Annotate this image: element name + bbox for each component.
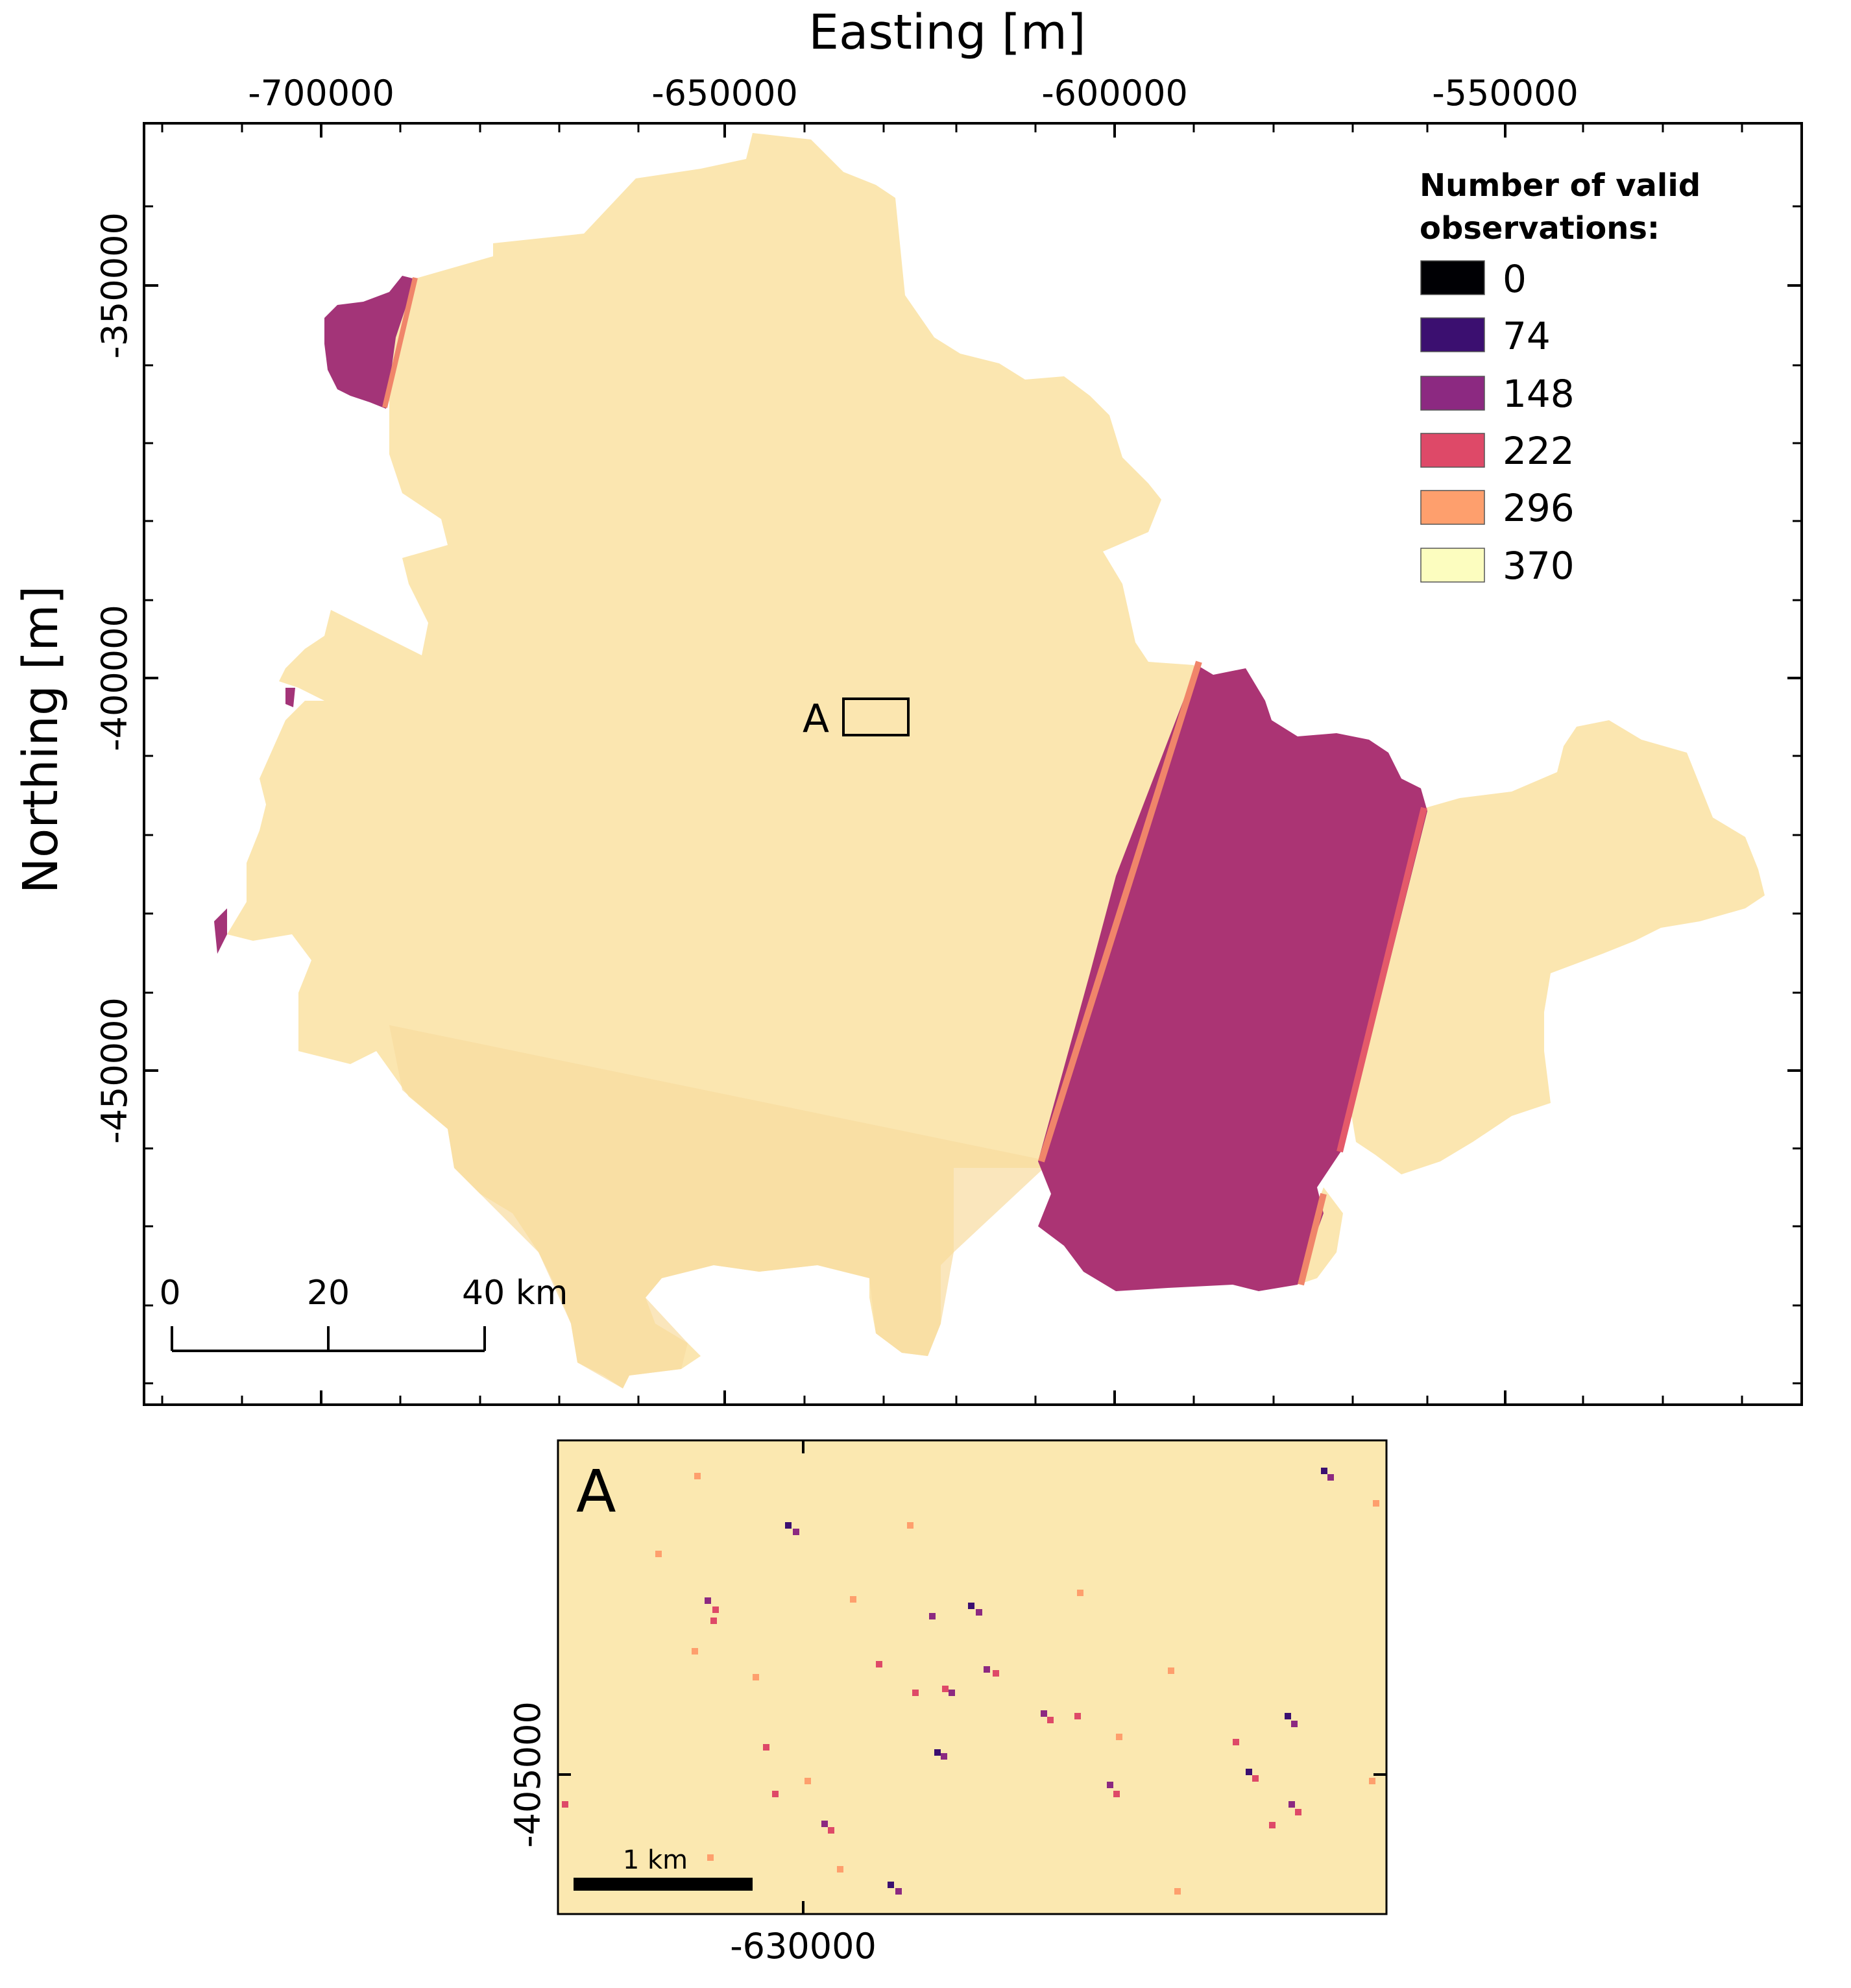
inset-scalebar [574,1878,753,1891]
y-axis-ticks [144,284,1802,1072]
scalebar-label: 40 km [462,1274,568,1313]
main-scalebar: 0 20 40 km [159,1274,568,1352]
legend: Number of valid observations: 0 74 148 2… [1420,167,1700,588]
swath-stripe-east [1038,665,1427,1291]
inset-map: A -630000 -405000 1 km [507,1439,1388,1967]
x-axis-ticks [320,123,1506,1405]
legend-title-line2: observations: [1420,210,1660,247]
swath-edge-northwest [382,277,418,408]
swath-sliver-west-1 [214,908,227,954]
legend-swatch [1420,490,1485,525]
inset-background [558,1440,1386,1914]
legend-swatch [1420,548,1485,583]
x-tick-label: -700000 [248,73,394,114]
legend-label: 0 [1503,257,1527,301]
y-axis-minor-ticks [144,205,1802,1385]
y-axis-title: Northing [m] [13,586,69,894]
main-map-frame [143,122,1803,1406]
inset-x-tick-label: -630000 [730,1926,877,1967]
legend-label: 74 [1503,314,1551,358]
inset-locator-label: A [803,696,829,742]
swath-sliver-west-2 [285,688,295,707]
swath-edge-west [1038,661,1202,1163]
inset-speckles [562,1468,1379,1895]
inset-label: A [576,1458,616,1526]
y-tick-label: -400000 [94,605,135,751]
inset-locator-box [842,697,910,736]
scalebar-label: 20 [307,1274,350,1313]
region-south-band [389,1025,1051,1388]
study-area-east-lobe [1239,720,1765,1174]
x-tick-label: -550000 [1432,73,1579,114]
legend-title-line1: Number of valid [1420,167,1700,204]
legend-swatch [1420,260,1485,295]
legend-label: 370 [1503,544,1575,588]
x-tick-label: -650000 [651,73,798,114]
y-tick-label: -450000 [94,997,135,1144]
legend-swatch [1420,376,1485,411]
swath-edge-south [1298,1193,1327,1286]
swath-edge-east [1337,806,1427,1153]
inset-frame [557,1439,1388,1915]
legend-label: 148 [1503,372,1575,416]
inset-scalebar-label: 1 km [623,1845,688,1875]
inset-y-tick-label: -405000 [507,1701,548,1848]
inset-ticks [558,1440,1386,1914]
legend-swatch [1420,317,1485,352]
main-map: Easting [m] Northing [m] -700000 -650000… [13,5,1803,1406]
legend-label: 296 [1503,486,1575,530]
x-tick-label: -600000 [1041,73,1188,114]
x-axis-title: Easting [m] [808,5,1085,60]
x-axis-minor-ticks [161,123,1743,1405]
swath-patch-northwest [324,276,415,409]
y-tick-label: -350000 [94,212,135,359]
legend-swatch [1420,433,1485,468]
legend-label: 222 [1503,429,1575,473]
scalebar-label: 0 [159,1274,180,1313]
